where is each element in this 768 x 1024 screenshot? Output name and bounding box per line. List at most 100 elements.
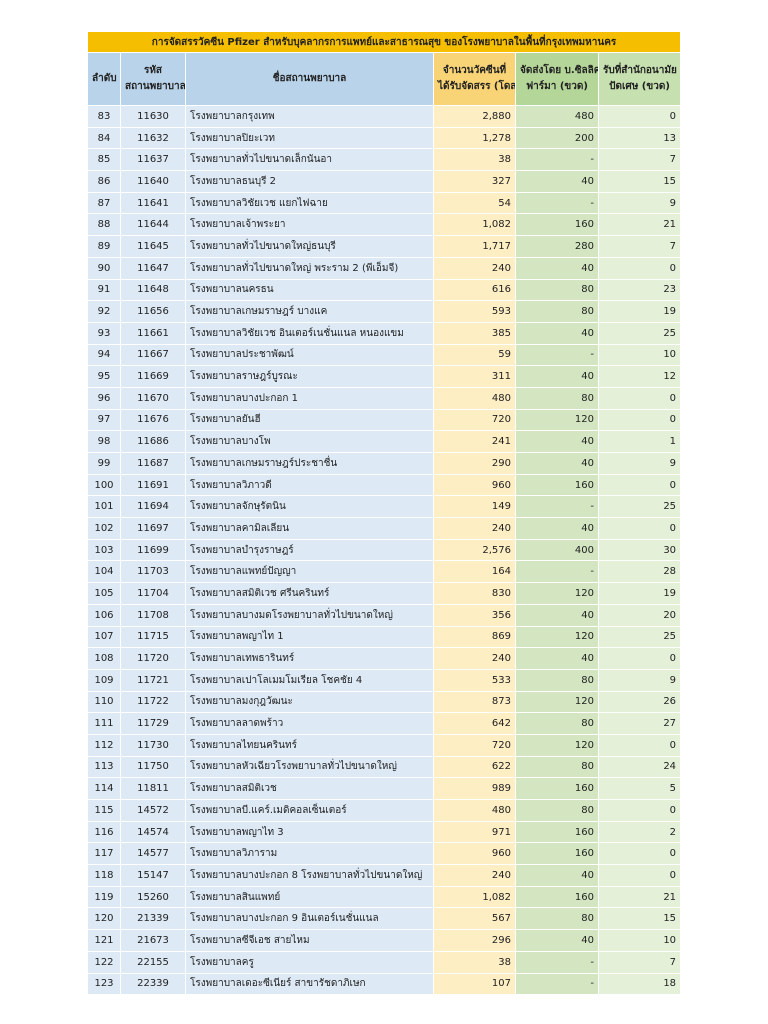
table-cell: 30 <box>597 538 682 562</box>
table-cell: 106 <box>87 603 121 627</box>
table-cell: 5 <box>597 777 682 800</box>
table-cell: 14577 <box>120 842 186 866</box>
table-cell: โรงพยาบาลทั่วไปขนาดเล็กนันอา <box>185 148 434 172</box>
table-cell: 989 <box>433 777 516 800</box>
table-cell: 40 <box>515 430 599 453</box>
table-cell: โรงพยาบาลไทยนครินทร์ <box>185 733 434 757</box>
table-row: 101 11694 โรงพยาบาลจักษุรัตนิน 149-25 <box>87 495 682 519</box>
table-cell: 92 <box>87 300 121 323</box>
table-cell: 2,576 <box>433 538 516 562</box>
table-cell: 21 <box>597 213 682 237</box>
table-cell: 11691 <box>120 473 186 497</box>
table-cell: 11632 <box>120 126 186 150</box>
table-row: 86 11640 โรงพยาบาลธนบุรี 2 327 40 15 <box>87 170 682 193</box>
table-cell: 9 <box>597 452 682 475</box>
table-cell: 97 <box>87 408 121 432</box>
table-cell: 11720 <box>120 647 186 670</box>
table-cell: 616 <box>433 278 516 302</box>
table-row: 118 15147 โรงพยาบาลบางปะกอก 8 โรงพยาบาลทั่… <box>87 864 682 887</box>
table-cell: 38 <box>433 950 516 974</box>
table-cell: 84 <box>87 126 121 150</box>
table-cell: 118 <box>87 864 121 887</box>
table-cell: 40 <box>515 256 599 280</box>
table-cell: โรงพยาบาลเปาโลเมมโมเรียล โชคชัย 4 <box>185 668 434 692</box>
table-cell: 11676 <box>120 408 186 432</box>
header-line: รับที่สำนักอนามัย <box>603 65 677 76</box>
table-cell: โรงพยาบาลวิภาวดี <box>185 473 434 497</box>
table-cell: 120 <box>515 625 599 649</box>
table-cell: 11730 <box>120 733 186 757</box>
table-cell: โรงพยาบาลสมิติเวช <box>185 777 434 800</box>
table-cell: 20 <box>597 603 682 627</box>
table-cell: 11811 <box>120 777 186 800</box>
table-row: 87 11641 โรงพยาบาลวิชัยเวช แยกไฟฉาย 54-9 <box>87 191 682 215</box>
table-cell: 11708 <box>120 603 186 627</box>
table-cell: 105 <box>87 582 121 605</box>
table-row: 114 11811 โรงพยาบาลสมิติเวช 989 160 5 <box>87 777 682 800</box>
table-cell: 9 <box>597 191 682 215</box>
table-cell: 40 <box>515 365 599 388</box>
table-cell: 0 <box>597 733 682 757</box>
table-cell: 15147 <box>120 864 186 887</box>
table-cell: 11750 <box>120 755 186 779</box>
table-cell: 115 <box>87 799 121 822</box>
table-row: 109 11721 โรงพยาบาลเปาโลเมมโมเรียล โชคชัย … <box>87 668 682 692</box>
table-cell: 7 <box>597 148 682 172</box>
table-row: 111 11729 โรงพยาบาลลาดพร้าว 642 80 27 <box>87 712 682 735</box>
table-cell: 11661 <box>120 321 186 345</box>
table-cell: โรงพยาบาลบางมดโรงพยาบาลทั่วไปขนาดใหญ่ <box>185 603 434 627</box>
table-cell: 25 <box>597 625 682 649</box>
table-cell: โรงพยาบาลเกษมราษฎร์ประชาชื่น <box>185 452 434 475</box>
table-cell: 200 <box>515 126 599 150</box>
header-line: ชื่อสถานพยาบาล <box>272 73 347 84</box>
table-cell: 1 <box>597 430 682 453</box>
table-cell: โรงพยาบาลเทพธารินทร์ <box>185 647 434 670</box>
table-cell: 830 <box>433 582 516 605</box>
table-cell: โรงพยาบาลครู <box>185 950 434 974</box>
table-title: การจัดสรรวัคซีน Pfizer สำหรับบุคลากรการแ… <box>86 31 682 53</box>
table-cell: 0 <box>597 842 682 866</box>
table-row: 84 11632 โรงพยาบาลปิยะเวท 1,278 200 13 <box>87 126 682 150</box>
table-cell: 11648 <box>120 278 186 302</box>
table-cell: 27 <box>597 712 682 735</box>
table-cell: 101 <box>87 495 121 519</box>
table-cell: 88 <box>87 213 121 237</box>
table-cell: 7 <box>597 235 682 258</box>
table-cell: 89 <box>87 235 121 258</box>
table-cell: 11721 <box>120 668 186 692</box>
table-cell: โรงพยาบาลนครธน <box>185 278 434 302</box>
table-row: 123 22339 โรงพยาบาลเดอะซีเนียร์ สาขารัชดาภ… <box>87 972 682 996</box>
table-cell: 11670 <box>120 386 186 410</box>
table-cell: 80 <box>515 386 599 410</box>
table-cell: 622 <box>433 755 516 779</box>
table-cell: 26 <box>597 690 682 714</box>
table-cell: 120 <box>515 733 599 757</box>
table-cell: 93 <box>87 321 121 345</box>
table-cell: - <box>515 972 599 996</box>
table-cell: โรงพยาบาลวิชัยเวช แยกไฟฉาย <box>185 191 434 215</box>
table-cell: 15 <box>597 170 682 193</box>
table-cell: 240 <box>433 647 516 670</box>
allocation-table: การจัดสรรวัคซีน Pfizer สำหรับบุคลากรการแ… <box>86 31 682 996</box>
table-cell: 40 <box>515 452 599 475</box>
column-header: จำนวนวัคซีนที่ ได้รับจัดสรร (โดส) <box>433 52 516 106</box>
table-row: 120 21339 โรงพยาบาลบางปะกอก 9 อินเตอร์เนชั… <box>87 907 682 931</box>
table-cell: - <box>515 950 599 974</box>
table-cell: 100 <box>87 473 121 497</box>
table-cell: โรงพยาบาลสินแพทย์ <box>185 885 434 909</box>
table-cell: 21 <box>597 885 682 909</box>
table-cell: 83 <box>87 105 121 128</box>
table-cell: 59 <box>433 343 516 367</box>
table-cell: 241 <box>433 430 516 453</box>
table-cell: โรงพยาบาลพญาไท 3 <box>185 820 434 844</box>
header-line: ฟาร์มา (ขวด) <box>526 81 588 92</box>
table-cell: 164 <box>433 560 516 584</box>
table-cell: 1,278 <box>433 126 516 150</box>
table-cell: 11687 <box>120 452 186 475</box>
table-row: 115 14572 โรงพยาบาลบี.แคร์.เมดิคอลเซ็นเตอร… <box>87 799 682 822</box>
table-row: 112 11730 โรงพยาบาลไทยนครินทร์ 720 120 0 <box>87 733 682 757</box>
table-row: 95 11669 โรงพยาบาลราษฎร์บูรณะ 311 40 12 <box>87 365 682 388</box>
table-row: 119 15260 โรงพยาบาลสินแพทย์ 1,082 160 21 <box>87 885 682 909</box>
table-cell: โรงพยาบาลบางปะกอก 8 โรงพยาบาลทั่วไปขนาดใ… <box>185 864 434 887</box>
table-cell: 111 <box>87 712 121 735</box>
